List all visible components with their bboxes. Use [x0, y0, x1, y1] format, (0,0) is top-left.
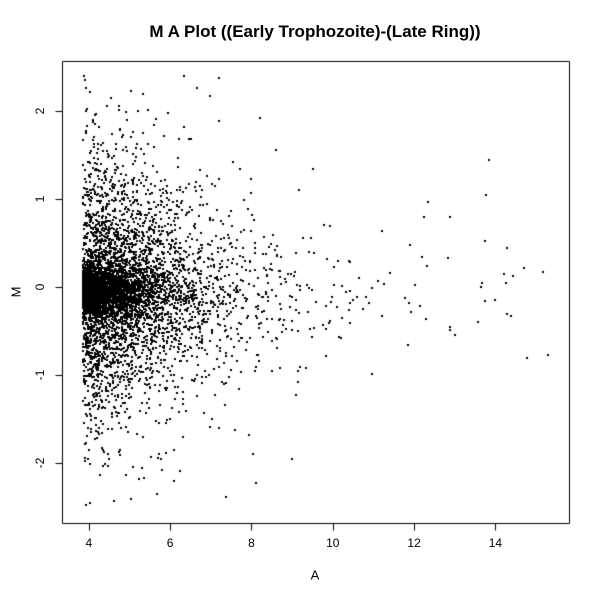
x-tick-label: 10	[326, 536, 340, 550]
y-tick-label: 0	[33, 283, 47, 291]
x-tick-label: 12	[407, 536, 421, 550]
y-axis-label: M	[8, 286, 24, 298]
x-tick-label: 14	[488, 536, 503, 550]
y-tick-label: -1	[33, 369, 47, 381]
x-tick-label: 8	[248, 536, 255, 550]
y-tick-label: -2	[33, 457, 47, 469]
y-tick-label: 1	[33, 195, 47, 203]
x-tick-label: 6	[166, 536, 174, 550]
x-tick-label: 4	[85, 536, 93, 550]
chart-title: M A Plot ((Early Trophozoite)-(Late Ring…	[149, 22, 481, 41]
x-axis-label: A	[310, 567, 320, 583]
y-tick-label: 2	[33, 107, 47, 115]
